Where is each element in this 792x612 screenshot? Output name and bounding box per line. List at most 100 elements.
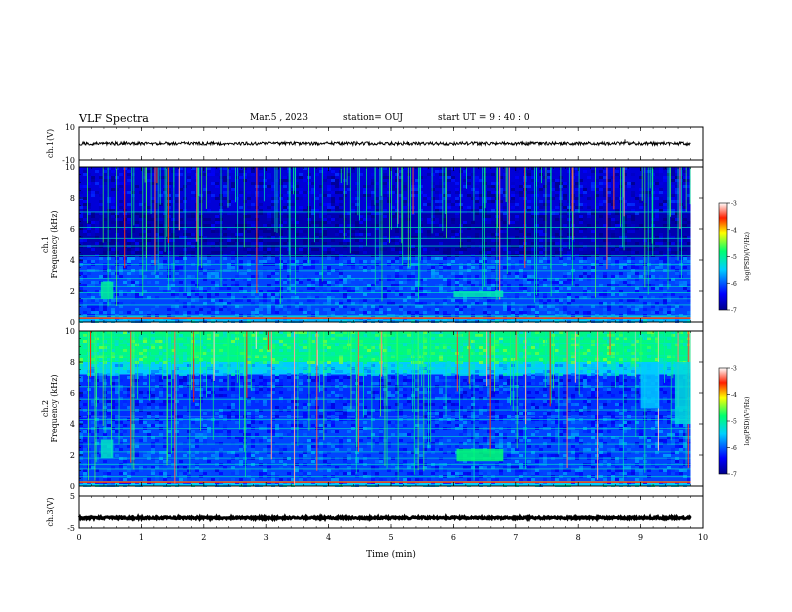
cell bbox=[135, 364, 139, 367]
cell bbox=[655, 349, 659, 352]
cell bbox=[335, 290, 339, 293]
cell bbox=[103, 173, 107, 176]
cell bbox=[79, 272, 83, 275]
cell bbox=[111, 311, 115, 314]
cell bbox=[339, 188, 343, 191]
cell bbox=[551, 173, 555, 176]
cell bbox=[651, 334, 655, 337]
cell bbox=[475, 233, 479, 236]
cell bbox=[199, 227, 203, 230]
cell bbox=[371, 182, 375, 185]
cell bbox=[635, 257, 639, 260]
cell bbox=[159, 343, 163, 346]
cell bbox=[155, 206, 159, 209]
cell bbox=[399, 182, 403, 185]
cell bbox=[143, 275, 147, 278]
cell bbox=[231, 251, 235, 254]
cell bbox=[411, 245, 415, 248]
cell bbox=[559, 305, 563, 308]
cell bbox=[267, 251, 271, 254]
cell bbox=[259, 299, 263, 302]
cell bbox=[667, 358, 671, 361]
cell bbox=[671, 209, 675, 212]
cell bbox=[539, 349, 543, 352]
cell bbox=[379, 358, 383, 361]
cell bbox=[311, 334, 315, 337]
cell bbox=[655, 275, 659, 278]
cell bbox=[487, 215, 491, 218]
cell bbox=[679, 215, 683, 218]
cell bbox=[135, 185, 139, 188]
cell bbox=[371, 358, 375, 361]
cell bbox=[595, 260, 599, 263]
cell bbox=[115, 364, 119, 367]
cell bbox=[611, 224, 615, 227]
cell bbox=[251, 221, 255, 224]
cell bbox=[563, 242, 567, 245]
cell bbox=[451, 299, 455, 302]
cell bbox=[619, 311, 623, 314]
cell bbox=[339, 355, 343, 358]
cell bbox=[399, 275, 403, 278]
cell bbox=[471, 173, 475, 176]
cell bbox=[451, 257, 455, 260]
cell bbox=[671, 173, 675, 176]
cell bbox=[583, 376, 587, 379]
cell bbox=[611, 266, 615, 269]
cell bbox=[487, 355, 491, 358]
cell bbox=[575, 182, 579, 185]
cell bbox=[99, 370, 103, 373]
cell bbox=[307, 284, 311, 287]
cell bbox=[495, 373, 499, 376]
cell bbox=[655, 299, 659, 302]
cell bbox=[611, 176, 615, 179]
cell bbox=[603, 188, 607, 191]
cell bbox=[343, 305, 347, 308]
cell bbox=[203, 218, 207, 221]
cell bbox=[639, 206, 643, 209]
cell bbox=[327, 376, 331, 379]
cell bbox=[79, 197, 83, 200]
cell bbox=[427, 218, 431, 221]
cell bbox=[251, 260, 255, 263]
cell bbox=[251, 224, 255, 227]
cell bbox=[439, 170, 443, 173]
cell bbox=[267, 170, 271, 173]
cell bbox=[655, 182, 659, 185]
cell bbox=[619, 302, 623, 305]
cell bbox=[379, 203, 383, 206]
cell bbox=[591, 343, 595, 346]
cell bbox=[279, 266, 283, 269]
cell bbox=[343, 355, 347, 358]
cell bbox=[147, 296, 151, 299]
cell bbox=[167, 337, 171, 340]
cell bbox=[283, 194, 287, 197]
cell bbox=[271, 343, 275, 346]
cell bbox=[343, 281, 347, 284]
cell bbox=[667, 242, 671, 245]
cell bbox=[451, 221, 455, 224]
cell bbox=[531, 281, 535, 284]
cell bbox=[259, 376, 263, 379]
cell bbox=[391, 281, 395, 284]
cell bbox=[607, 188, 611, 191]
cell bbox=[475, 209, 479, 212]
cell bbox=[371, 305, 375, 308]
cell bbox=[631, 230, 635, 233]
cell bbox=[259, 209, 263, 212]
cell bbox=[259, 212, 263, 215]
cell bbox=[419, 260, 423, 263]
cell bbox=[295, 233, 299, 236]
cell bbox=[635, 224, 639, 227]
cell bbox=[231, 188, 235, 191]
cell bbox=[175, 200, 179, 203]
cell bbox=[347, 361, 351, 364]
cell bbox=[283, 346, 287, 349]
cell bbox=[467, 176, 471, 179]
cell bbox=[587, 170, 591, 173]
cell bbox=[207, 167, 211, 170]
cell bbox=[395, 275, 399, 278]
cell bbox=[435, 376, 439, 379]
cell bbox=[687, 278, 691, 281]
cell bbox=[287, 346, 291, 349]
